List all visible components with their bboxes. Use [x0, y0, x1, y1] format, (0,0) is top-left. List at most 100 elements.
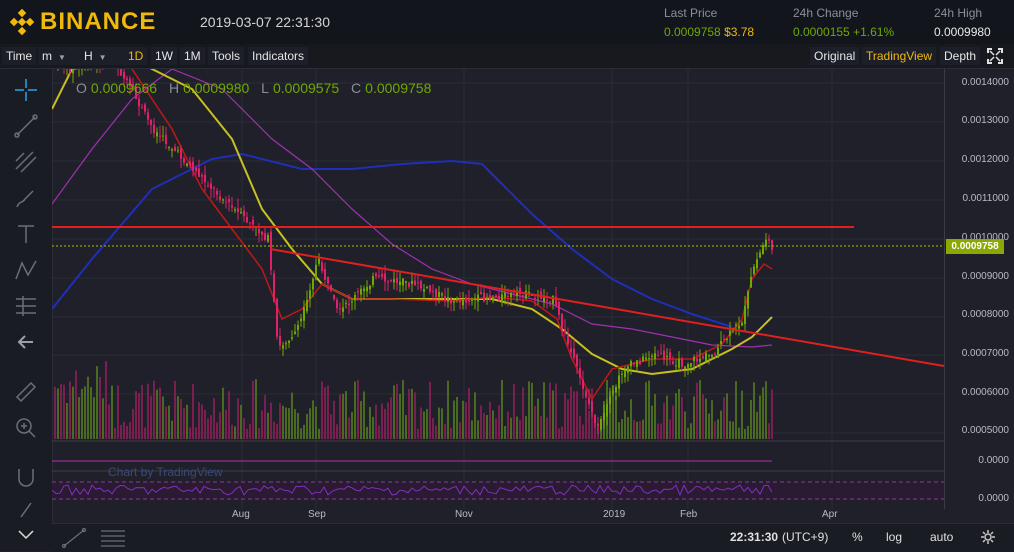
volume-bar	[138, 393, 140, 439]
chevron-down-icon: ▼	[99, 53, 107, 62]
volume-bar	[339, 394, 341, 439]
volume-bar	[126, 426, 128, 439]
hour-interval-select[interactable]: H▼	[80, 47, 124, 65]
brand-name[interactable]: BINANCE	[40, 8, 156, 36]
candle-body	[648, 358, 650, 359]
minute-interval-select[interactable]: m▼	[38, 47, 82, 65]
candle-body	[585, 391, 587, 397]
tradingview-view-button[interactable]: TradingView	[862, 47, 936, 65]
crosshair-icon[interactable]	[13, 77, 39, 103]
fib-levels-icon[interactable]	[98, 526, 128, 550]
magnet-icon[interactable]	[13, 465, 39, 491]
volume-bar	[309, 408, 311, 439]
zoom-icon[interactable]	[13, 415, 39, 441]
back-arrow-icon[interactable]	[13, 329, 39, 355]
price-axis[interactable]: 0.0014000 0.0013000 0.0012000 0.0011000 …	[944, 69, 1014, 509]
volume-bar	[171, 421, 173, 439]
gear-icon[interactable]	[980, 529, 996, 545]
candle-body	[354, 295, 356, 300]
candle-body	[348, 304, 350, 305]
indicator-tick: 0.0000	[978, 493, 1009, 504]
candle-body	[252, 220, 254, 225]
timezone[interactable]: (UTC+9)	[782, 530, 828, 544]
volume-bar	[741, 391, 743, 439]
candle-body	[453, 302, 455, 303]
candle-body	[261, 232, 263, 235]
candle-body	[387, 281, 389, 282]
auto-scale-toggle[interactable]: auto	[930, 530, 953, 544]
volume-bar	[204, 410, 206, 439]
brush-tool-icon[interactable]	[13, 185, 39, 211]
low-value: 0.0009575	[273, 80, 339, 96]
candle-body	[456, 298, 458, 300]
collapse-chevron-icon[interactable]	[13, 521, 39, 547]
candle-body	[210, 183, 212, 188]
text-tool-icon[interactable]	[13, 221, 39, 247]
candle-body	[762, 245, 764, 254]
ruler-icon[interactable]	[13, 379, 39, 405]
original-view-button[interactable]: Original	[810, 47, 859, 65]
candle-body	[123, 72, 125, 79]
lock-icon[interactable]	[13, 497, 39, 523]
volume-bar	[516, 417, 518, 439]
volume-bar	[453, 401, 455, 439]
candle-body	[375, 274, 377, 277]
log-scale-toggle[interactable]: log	[886, 530, 902, 544]
pattern-tool-icon[interactable]	[13, 257, 39, 283]
prediction-tool-icon[interactable]	[13, 293, 39, 319]
volume-bar	[294, 409, 296, 439]
volume-bar	[510, 418, 512, 439]
volume-bar	[402, 380, 404, 439]
volume-bar	[117, 386, 119, 439]
candle-body	[168, 147, 170, 148]
candle-body	[507, 296, 509, 297]
candle-body	[753, 267, 755, 274]
interval-1m-button[interactable]: 1M	[180, 47, 205, 65]
volume-bar	[276, 424, 278, 439]
volume-bar	[102, 398, 104, 439]
volume-bar	[639, 421, 641, 439]
candle-body	[429, 285, 431, 292]
fib-tool-icon[interactable]	[13, 149, 39, 175]
line-tool-icon[interactable]	[60, 526, 90, 550]
descending-trendline[interactable]	[270, 249, 944, 366]
candle-body	[417, 282, 419, 283]
tools-button[interactable]: Tools	[208, 47, 244, 65]
volume-bar	[264, 395, 266, 439]
volume-bar	[186, 405, 188, 439]
candle-body	[699, 359, 701, 362]
trendline-tool-icon[interactable]	[13, 113, 39, 139]
candle-body	[711, 355, 713, 357]
volume-bar	[69, 381, 71, 439]
volume-bar	[720, 411, 722, 439]
volume-bar	[549, 383, 551, 439]
candle-body	[612, 391, 614, 394]
candle-body	[492, 297, 494, 300]
volume-bar	[357, 380, 359, 439]
volume-bar	[474, 392, 476, 439]
candle-body	[426, 287, 428, 288]
candle-body	[156, 132, 158, 136]
volume-bar	[726, 393, 728, 439]
interval-1w-button[interactable]: 1W	[151, 47, 177, 65]
interval-1d-button[interactable]: 1D	[124, 47, 147, 65]
volume-bar	[543, 382, 545, 439]
candle-body	[189, 162, 191, 166]
candle-body	[264, 233, 266, 240]
volume-bar	[465, 402, 467, 439]
volume-bar	[717, 419, 719, 439]
volume-bar	[54, 387, 56, 439]
volume-bar	[168, 406, 170, 439]
candle-body	[678, 359, 680, 368]
volume-bar	[642, 420, 644, 439]
percent-scale-toggle[interactable]: %	[852, 530, 863, 544]
candlesticks	[54, 69, 773, 434]
candle-body	[597, 424, 599, 426]
volume-bar	[150, 396, 152, 439]
volume-bar	[756, 412, 758, 439]
depth-view-button[interactable]: Depth	[940, 47, 980, 65]
volume-bar	[255, 379, 257, 439]
volume-bar	[342, 394, 344, 439]
indicators-button[interactable]: Indicators	[248, 47, 308, 65]
fullscreen-icon[interactable]	[986, 47, 1004, 65]
